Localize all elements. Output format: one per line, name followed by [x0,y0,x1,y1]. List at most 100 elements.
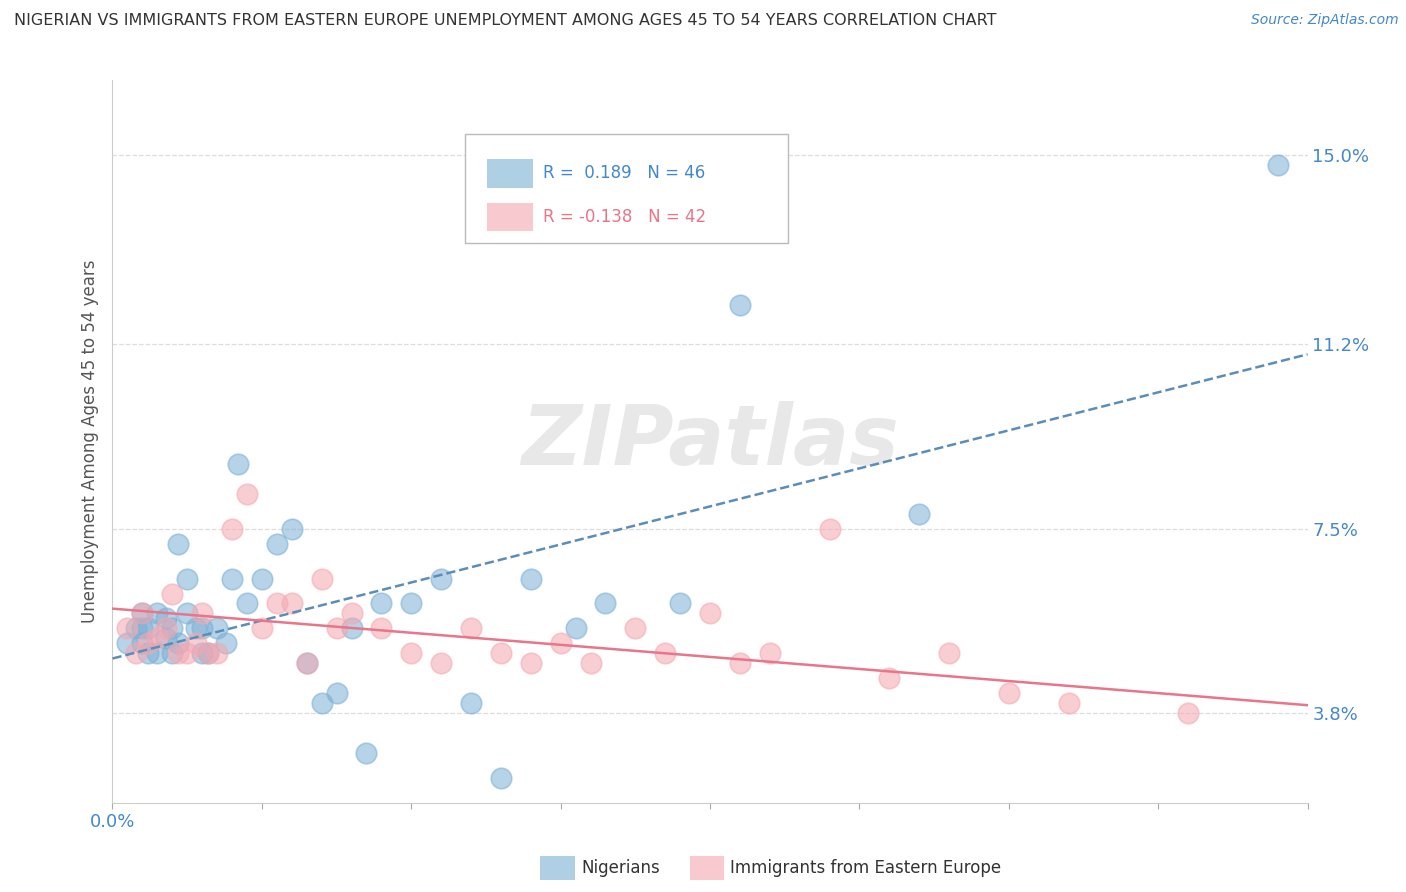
Point [155,621,177,635]
Point [595,597,617,611]
Point [550,636,572,650]
Point [176,607,198,621]
Point [131,621,153,635]
Point [759,646,782,660]
Point [370,621,392,635]
Point [250,572,273,586]
Point [311,696,333,710]
Point [340,621,363,635]
Point [176,572,198,586]
Point [162,621,183,635]
Text: Nigerians: Nigerians [581,859,659,877]
Point [818,522,841,536]
FancyBboxPatch shape [540,855,575,880]
Point [176,646,198,660]
Point [295,657,318,671]
Point [728,657,751,671]
FancyBboxPatch shape [486,159,533,188]
Point [281,522,304,536]
Point [669,597,692,611]
Point [186,621,208,635]
Point [728,297,751,311]
Point [1057,696,1080,710]
Point [146,646,169,660]
Point [266,537,288,551]
Point [236,487,259,501]
Point [489,646,512,660]
Point [489,771,512,785]
Point [311,572,333,586]
Point [624,621,647,635]
Point [117,636,139,650]
Point [1177,706,1199,720]
Point [162,646,183,660]
Point [430,572,453,586]
Point [205,621,228,635]
Point [1267,158,1289,172]
Point [197,646,219,660]
Point [215,636,238,650]
Point [221,572,243,586]
Point [221,522,243,536]
Point [998,686,1021,700]
Point [460,696,482,710]
Point [167,636,190,650]
Point [340,607,363,621]
Point [131,607,153,621]
Point [325,686,347,700]
Point [162,586,183,600]
Point [197,646,219,660]
Point [325,621,347,635]
Point [520,657,543,671]
Point [138,636,160,650]
Point [191,607,214,621]
Point [908,507,931,521]
Point [401,597,423,611]
Point [370,597,392,611]
Point [138,621,160,635]
Point [191,621,214,635]
Point [125,621,148,635]
Point [281,597,304,611]
Point [125,646,148,660]
Point [117,621,139,635]
Point [356,746,378,760]
Point [155,632,177,646]
Point [191,646,214,660]
Point [401,646,423,660]
Point [564,621,586,635]
Point [579,657,602,671]
Text: Source: ZipAtlas.com: Source: ZipAtlas.com [1251,13,1399,28]
Point [266,597,288,611]
FancyBboxPatch shape [690,855,724,880]
Point [430,657,453,671]
Point [131,636,153,650]
Point [167,646,190,660]
Point [236,597,259,611]
Point [146,607,169,621]
FancyBboxPatch shape [465,135,787,243]
FancyBboxPatch shape [486,202,533,231]
Text: Immigrants from Eastern Europe: Immigrants from Eastern Europe [730,859,1001,877]
Point [131,607,153,621]
Point [250,621,273,635]
Point [138,646,160,660]
Point [654,646,676,660]
Y-axis label: Unemployment Among Ages 45 to 54 years: Unemployment Among Ages 45 to 54 years [80,260,98,624]
Text: R = -0.138   N = 42: R = -0.138 N = 42 [543,208,706,226]
Point [155,611,177,625]
Point [146,632,169,646]
Point [520,572,543,586]
Text: NIGERIAN VS IMMIGRANTS FROM EASTERN EUROPE UNEMPLOYMENT AMONG AGES 45 TO 54 YEAR: NIGERIAN VS IMMIGRANTS FROM EASTERN EURO… [14,13,997,29]
Point [167,537,190,551]
Point [205,646,228,660]
Point [879,671,901,685]
Point [460,621,482,635]
Text: R =  0.189   N = 46: R = 0.189 N = 46 [543,164,704,183]
Point [226,457,249,471]
Point [186,636,208,650]
Text: ZIPatlas: ZIPatlas [522,401,898,482]
Point [938,646,960,660]
Point [699,607,721,621]
Point [295,657,318,671]
